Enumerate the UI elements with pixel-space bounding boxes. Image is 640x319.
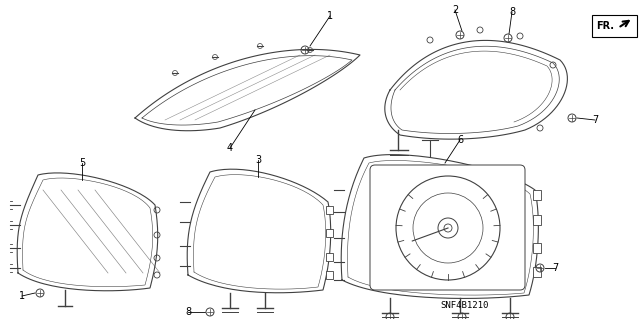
FancyBboxPatch shape xyxy=(370,165,525,290)
FancyBboxPatch shape xyxy=(326,271,333,279)
Text: 7: 7 xyxy=(552,263,558,273)
FancyBboxPatch shape xyxy=(592,15,637,37)
Text: 5: 5 xyxy=(79,158,85,168)
Text: 1: 1 xyxy=(19,291,25,301)
Text: 2: 2 xyxy=(452,5,458,15)
Text: 3: 3 xyxy=(255,155,261,165)
FancyBboxPatch shape xyxy=(533,267,541,277)
FancyBboxPatch shape xyxy=(326,229,333,237)
Text: 1: 1 xyxy=(327,11,333,21)
FancyBboxPatch shape xyxy=(533,190,541,200)
FancyBboxPatch shape xyxy=(533,215,541,225)
Text: 6: 6 xyxy=(457,135,463,145)
FancyBboxPatch shape xyxy=(326,206,333,214)
Text: SNF4B1210: SNF4B1210 xyxy=(440,301,488,310)
Text: 8: 8 xyxy=(509,7,515,17)
Text: FR.: FR. xyxy=(596,21,614,31)
Text: 4: 4 xyxy=(227,143,233,153)
FancyBboxPatch shape xyxy=(533,243,541,253)
Text: 7: 7 xyxy=(592,115,598,125)
FancyBboxPatch shape xyxy=(326,253,333,261)
Text: 8: 8 xyxy=(185,307,191,317)
